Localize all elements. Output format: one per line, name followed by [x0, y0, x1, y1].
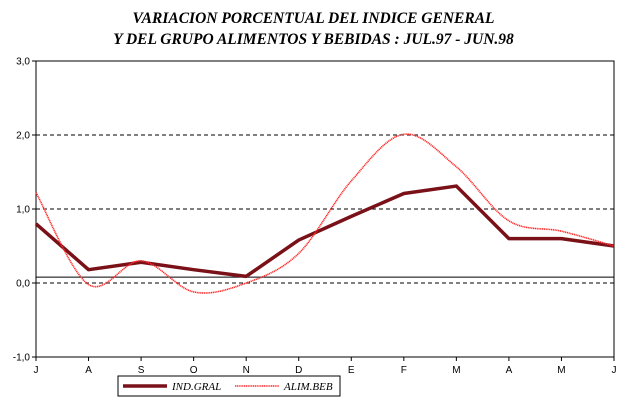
y-tick-label: 3,0 [16, 57, 30, 68]
chart-title-line-1: VARIACION PORCENTUAL DEL INDICE GENERAL [132, 10, 495, 27]
x-tick-label: S [138, 365, 145, 376]
x-tick-label: M [557, 365, 565, 376]
x-tick-label: A [85, 365, 92, 376]
series-line-alim-beb [35, 133, 615, 294]
x-tick-label: E [348, 365, 355, 376]
x-tick-label: D [295, 365, 302, 376]
y-tick-label: -1,0 [13, 353, 31, 364]
y-tick-label: 2,0 [16, 131, 30, 142]
series-line-ind-gral [34, 184, 615, 279]
x-tick-label: M [452, 365, 460, 376]
x-tick-label: O [190, 365, 198, 376]
y-axis-ticks: -1,0 0,0 1,0 2,0 3,0 [13, 57, 36, 364]
x-tick-label: F [401, 365, 407, 376]
legend-box [117, 375, 341, 397]
series-lines [34, 133, 615, 294]
y-tick-label: 0,0 [16, 279, 30, 290]
x-tick-label: A [506, 365, 513, 376]
chart-title-line-2: Y DEL GRUPO ALIMENTOS Y BEBIDAS : JUL.97… [113, 31, 514, 48]
legend: IND.GRAL ALIM.BEB [117, 375, 341, 397]
gridlines [36, 134, 614, 284]
y-tick-label: 1,0 [16, 205, 30, 216]
x-tick-label: N [243, 365, 250, 376]
legend-label: ALIM.BEB [283, 381, 333, 393]
x-tick-label: J [34, 365, 39, 376]
x-tick-label: J [612, 365, 617, 376]
legend-label: IND.GRAL [171, 381, 221, 393]
